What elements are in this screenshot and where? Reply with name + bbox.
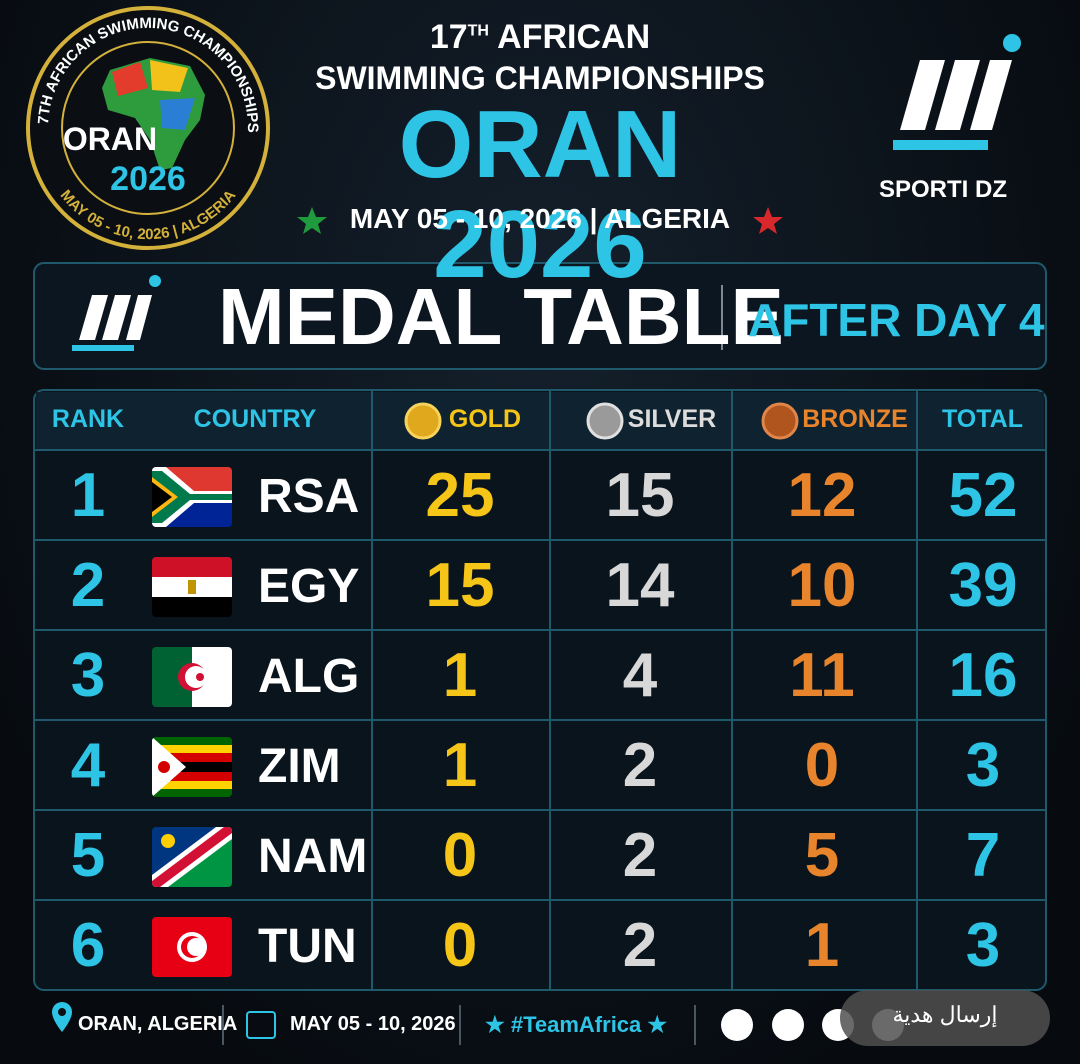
footer-hashtag: ★ #TeamAfrica ★ (485, 1012, 668, 1037)
medal-count: 25 (425, 461, 495, 530)
star (297, 207, 327, 234)
rank: 3 (70, 641, 106, 710)
gift-label[interactable]: إرسال هدية (892, 1002, 998, 1027)
header-rest: AFRICAN (497, 18, 651, 56)
flag-art (152, 827, 232, 887)
medal-count: 0 (442, 911, 478, 980)
column-header: SILVER (627, 405, 717, 433)
header-num: 17 (429, 18, 468, 56)
header-line1: 17TH AFRICAN (290, 18, 790, 57)
flag (152, 557, 232, 617)
country-code: EGY (258, 560, 360, 613)
flag-art (152, 917, 232, 977)
medal-count: 52 (948, 461, 1018, 530)
medal-count: 3 (965, 911, 1001, 980)
table-lines (34, 390, 1046, 990)
medal-count: 0 (804, 731, 840, 800)
column-header: RANK (51, 405, 125, 433)
medal-count: 5 (804, 821, 840, 890)
medal-count: 7 (965, 821, 1001, 890)
medal-count: 3 (965, 731, 1001, 800)
medal-count: 10 (787, 551, 857, 620)
banner-subtitle: AFTER DAY 4 (748, 294, 1045, 346)
medal-count: 12 (787, 461, 857, 530)
logo-city: ORAN (63, 121, 157, 157)
country-code: ALG (258, 650, 360, 703)
country-code: RSA (258, 470, 360, 523)
column-header: TOTAL (941, 405, 1023, 433)
banner-title: MEDAL TABLE (218, 272, 784, 361)
gift-button[interactable] (840, 990, 1050, 1046)
flag-art (152, 737, 232, 797)
flag-art (152, 557, 232, 617)
medal-count: 15 (425, 551, 495, 620)
medal-count: 1 (442, 731, 478, 800)
star (753, 207, 783, 234)
medal-count: 0 (442, 821, 478, 890)
medal-count: 14 (605, 551, 675, 620)
flag-art (152, 467, 232, 527)
country-code: ZIM (258, 740, 341, 793)
rank: 6 (70, 911, 106, 980)
medal-count: 15 (605, 461, 675, 530)
column-header: GOLD (448, 405, 522, 433)
brand-name: SPORTI DZ (879, 176, 1007, 203)
africa-map (102, 58, 205, 170)
country-code: TUN (258, 920, 357, 973)
header-sup: TH (467, 22, 489, 40)
flag (152, 917, 232, 977)
medal-icons (404, 402, 799, 440)
column-header: BRONZE (802, 405, 908, 433)
flag-art (152, 647, 232, 707)
footer-hashtag-text: #TeamAfrica (510, 1012, 642, 1037)
rank: 4 (70, 731, 106, 800)
flag (152, 647, 232, 707)
medal-count: 1 (804, 911, 840, 980)
footer-dates: MAY 05 - 10, 2026 (290, 1013, 456, 1035)
logo-year: 2026 (110, 160, 186, 198)
medal-count: 2 (622, 911, 658, 980)
header-title: ORAN 2026 (398, 91, 682, 298)
medal-count: 4 (622, 641, 658, 710)
medal-count: 2 (622, 821, 658, 890)
rank: 1 (70, 461, 106, 530)
medal-count: 2 (622, 731, 658, 800)
brand-logo (893, 34, 1021, 150)
medal-count: 16 (948, 641, 1018, 710)
rank: 2 (70, 551, 106, 620)
flag (152, 827, 232, 887)
header-line2: SWIMMING CHAMPIONSHIPS (315, 60, 765, 96)
flag (152, 467, 232, 527)
banner-box (33, 262, 1047, 370)
table-header-band (36, 392, 1044, 450)
rank: 5 (70, 821, 106, 890)
column-header: COUNTRY (193, 405, 317, 433)
country-code: NAM (258, 830, 368, 883)
flag (152, 737, 232, 797)
header-dates: MAY 05 - 10, 2026 | ALGERIA (349, 203, 731, 234)
medal-count: 11 (789, 641, 855, 710)
medal-count: 1 (442, 641, 478, 710)
medal-count: 39 (948, 551, 1018, 620)
footer-location: ORAN, ALGERIA (78, 1013, 238, 1035)
banner-logo (72, 275, 161, 351)
